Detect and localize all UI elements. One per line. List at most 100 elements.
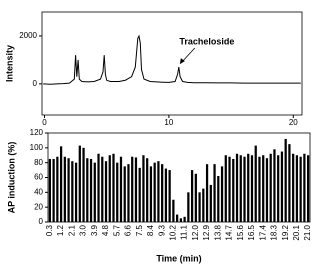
bar: [149, 166, 153, 222]
arrow-head: [179, 58, 185, 65]
bar: [217, 176, 220, 222]
bar: [250, 155, 254, 222]
y-tick-label: 40: [34, 187, 43, 196]
y-tick-label: 120: [30, 128, 44, 137]
y-axis-label: AP induction (%): [6, 142, 16, 214]
y-tick-label: 2000: [19, 31, 37, 40]
bar: [168, 170, 171, 222]
y-tick-label: 60: [34, 173, 43, 182]
x-tick-label: 7.5: [135, 224, 144, 236]
bar: [288, 144, 291, 222]
x-tick-label: 1.2: [56, 224, 65, 236]
bar: [142, 155, 145, 222]
x-tick-label: 20: [289, 118, 298, 127]
bar: [239, 155, 242, 222]
x-tick-label: 17.4: [258, 224, 267, 240]
bar: [123, 166, 126, 222]
bar: [108, 155, 111, 222]
bar: [303, 153, 306, 222]
y-axis-label: Intensity: [4, 45, 14, 82]
x-tick-label: 16.5: [247, 224, 256, 240]
bar: [262, 155, 265, 222]
x-tick-label: 12.9: [202, 224, 211, 240]
bar: [74, 162, 78, 222]
x-tick-label: 8.4: [146, 224, 155, 236]
bar: [194, 173, 197, 222]
bar: [299, 156, 302, 222]
bar: [164, 168, 168, 222]
x-tick-label: 12.0: [191, 224, 200, 240]
bar: [138, 167, 141, 222]
bar: [86, 158, 89, 222]
bar: [220, 166, 224, 222]
bar: [213, 164, 216, 222]
bar: [52, 158, 55, 222]
bar: [101, 156, 104, 222]
y-tick-label: 0: [33, 79, 38, 88]
bar: [265, 158, 269, 222]
bar: [78, 145, 81, 222]
bar: [56, 156, 59, 222]
bar: [161, 164, 164, 222]
bar: [63, 156, 66, 222]
y-tick-label: 20: [34, 202, 43, 211]
x-tick-label: 0.3: [45, 224, 54, 236]
bar: [284, 138, 287, 222]
bar: [277, 155, 280, 222]
bar: [71, 161, 74, 222]
bar: [232, 158, 235, 222]
x-axis-label: Time (min): [156, 253, 201, 263]
bar: [224, 155, 227, 222]
x-tick-label: 5.7: [112, 224, 121, 236]
bar: [127, 164, 130, 222]
bar: [209, 184, 212, 222]
x-tick-label: 9.3: [157, 224, 166, 236]
bar: [280, 151, 284, 222]
x-tick-label: 15.6: [236, 224, 245, 240]
x-tick-label: 0: [42, 118, 47, 127]
bar: [119, 156, 123, 222]
bar: [235, 153, 239, 222]
bar: [273, 149, 276, 222]
bar: [190, 170, 194, 222]
x-tick-label: 2.1: [67, 224, 76, 236]
bar: [153, 162, 156, 222]
bar: [307, 155, 310, 222]
x-tick-label: 11.1: [180, 224, 189, 240]
bar: [67, 158, 70, 222]
bar: [172, 199, 175, 222]
bar: [258, 156, 261, 222]
bar: [176, 214, 179, 222]
x-tick-label: 6.6: [124, 224, 133, 236]
bar: [116, 162, 119, 222]
bar: [48, 158, 51, 222]
x-tick-label: 19.2: [281, 224, 290, 240]
y-tick-label: 80: [34, 158, 43, 167]
bar: [198, 192, 201, 222]
x-tick-label: 13.8: [213, 224, 222, 240]
bar: [59, 146, 63, 222]
bar: [89, 158, 93, 222]
x-tick-label: 21.0: [303, 224, 312, 240]
y-tick-label: 0: [39, 217, 44, 226]
chromatogram-line: [43, 34, 301, 85]
bar: [295, 155, 299, 222]
bar: [292, 153, 295, 222]
bar: [131, 156, 134, 222]
bar: [93, 162, 96, 222]
bar: [104, 161, 108, 222]
x-tick-label: 10: [164, 118, 173, 127]
x-tick-label: 3.9: [90, 224, 99, 236]
bar: [228, 156, 231, 222]
bar: [269, 153, 272, 222]
annotation: Tracheloside: [179, 36, 234, 46]
x-tick-label: 10.2: [168, 224, 177, 240]
y-tick-label: 100: [30, 143, 44, 152]
x-tick-label: 4.8: [101, 224, 110, 236]
bar: [202, 188, 205, 222]
x-tick-label: 18.3: [270, 224, 279, 240]
bar: [183, 216, 186, 222]
bar: [134, 157, 138, 222]
bar: [205, 164, 209, 222]
